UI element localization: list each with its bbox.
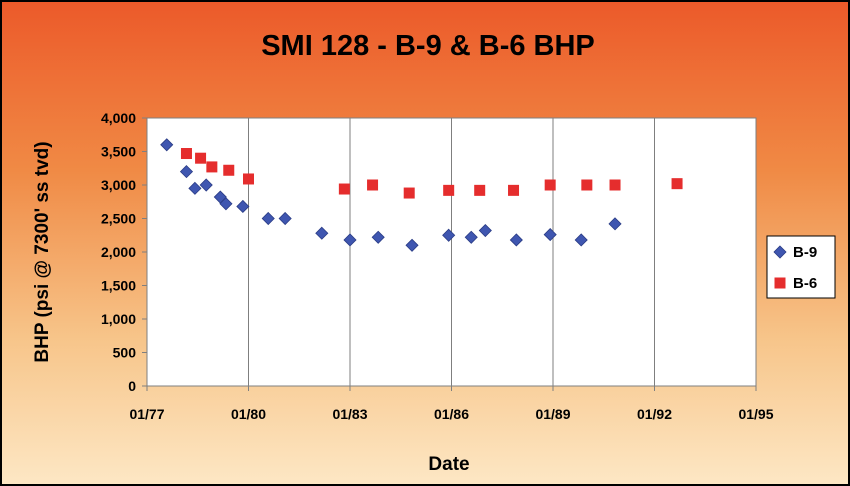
- b-9-point: [278, 211, 292, 226]
- b-9-point: [543, 228, 557, 242]
- y-tick-label: 3,000: [101, 177, 136, 193]
- legend-label-b-6: B-6: [793, 275, 817, 292]
- b-9-point: [343, 233, 357, 247]
- data-points: [160, 138, 683, 252]
- b-6-point: [180, 148, 192, 160]
- y-tick-label: 500: [113, 345, 137, 361]
- b-6-point: [367, 179, 379, 191]
- b-6-point: [671, 178, 683, 190]
- b-9-point: [236, 199, 250, 214]
- b-6-point: [195, 152, 207, 164]
- legend-label-b-9: B-9: [793, 244, 817, 261]
- b-9-point: [509, 233, 523, 247]
- b-6-point: [443, 184, 455, 196]
- b-6-point: [581, 179, 593, 191]
- b-9-point: [315, 226, 329, 240]
- b-9-point: [219, 197, 233, 211]
- b-9-point: [442, 228, 456, 242]
- x-tick-label: 01/86: [434, 406, 469, 422]
- x-axis-title: Date: [428, 454, 469, 475]
- y-tick-label: 2,500: [101, 211, 136, 227]
- b-6-point: [544, 179, 556, 191]
- y-tick-label: 0: [128, 378, 136, 394]
- b-6-point: [609, 179, 621, 191]
- x-tick-label: 01/92: [637, 406, 672, 422]
- b-9-point: [608, 217, 622, 231]
- y-tick-label: 1,000: [101, 311, 136, 327]
- b-9-point: [199, 178, 213, 192]
- y-axis-title: BHP (psi @ 7300' ss tvd): [32, 141, 53, 362]
- chart-title: SMI 128 - B-9 & B-6 BHP: [261, 30, 595, 62]
- b-9-point: [371, 230, 385, 244]
- x-tick-label: 01/89: [535, 406, 570, 422]
- x-tick-label: 01/95: [738, 406, 773, 422]
- x-tick-labels: 01/77 01/80 01/83 01/86 01/89 01/92 01/95: [129, 386, 774, 422]
- b-9-point: [405, 238, 419, 252]
- b-9-point: [574, 233, 588, 247]
- b-6-point: [403, 187, 415, 199]
- legend: B-9 B-6: [766, 235, 836, 299]
- x-tick-label: 01/83: [332, 406, 367, 422]
- b-9-point: [261, 211, 275, 226]
- b-6-point: [474, 184, 486, 196]
- x-tick-label: 01/80: [231, 406, 266, 422]
- b-6-point: [206, 161, 218, 173]
- legend-marker-b-9: [773, 245, 787, 259]
- y-tick-label: 4,000: [101, 110, 136, 126]
- b-9-point: [464, 230, 478, 244]
- b-6-point: [223, 164, 235, 176]
- legend-marker-b-6: [774, 277, 786, 289]
- grid-lines: [248, 118, 655, 386]
- y-tick-labels: 0 500 1,000 1,500 2,000 2,500 3,000 3,500 4,000: [101, 110, 147, 394]
- b-9-point: [478, 223, 492, 238]
- b-9-point: [179, 165, 194, 179]
- y-tick-label: 1,500: [101, 278, 136, 294]
- x-tick-label: 01/77: [129, 406, 164, 422]
- b-6-point: [508, 184, 520, 196]
- y-tick-label: 2,000: [101, 244, 136, 260]
- b-6-point: [338, 183, 350, 195]
- b-9-point: [188, 181, 202, 195]
- b-6-point: [243, 173, 254, 185]
- b-9-point: [160, 138, 174, 152]
- y-tick-label: 3,500: [101, 144, 136, 160]
